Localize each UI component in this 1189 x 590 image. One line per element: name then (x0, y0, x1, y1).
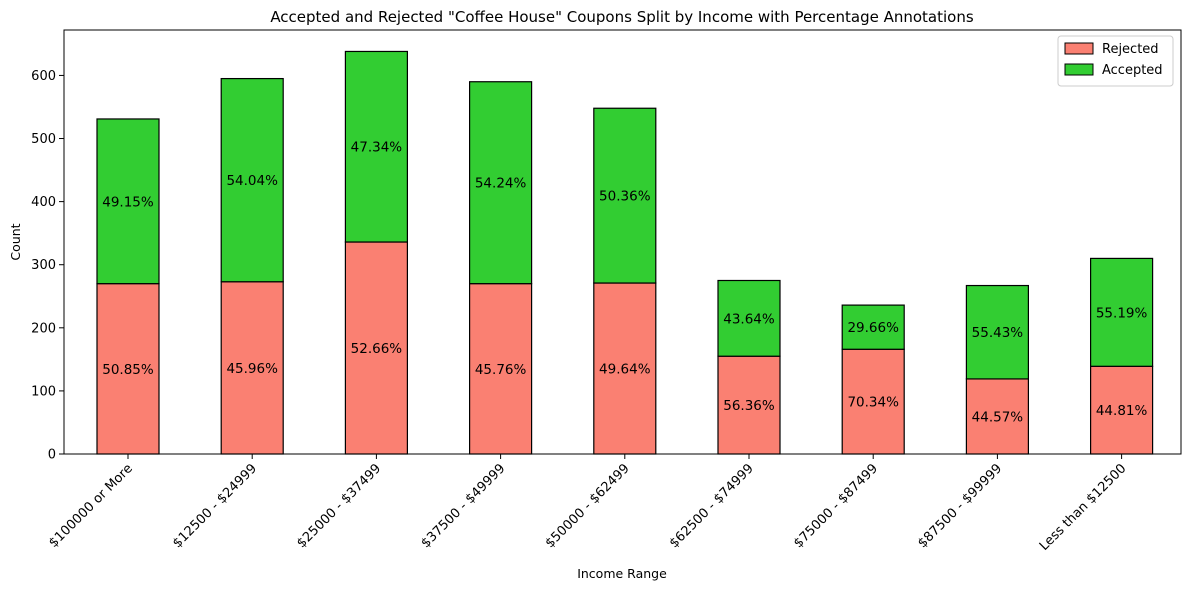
bar-label-rejected-0: 50.85% (102, 362, 154, 378)
bar-accepted-8 (1089, 257, 1154, 367)
bar-rejected-8 (1089, 365, 1154, 455)
bar-label-rejected-8: 44.81% (1096, 403, 1148, 419)
y-tick-label-5: 500 (31, 132, 56, 147)
bar-label-accepted-7: 55.43% (972, 325, 1024, 341)
bar-label-rejected-7: 44.57% (972, 409, 1024, 425)
bar-rejected-0 (96, 283, 160, 455)
legend-swatch-rejected (1064, 42, 1094, 55)
x-tick-label-0: $100000 or More (46, 461, 136, 551)
x-tick-label-8: Less than $12500 (1037, 461, 1130, 554)
bar-accepted-5 (717, 279, 781, 357)
bar-label-rejected-2: 52.66% (351, 341, 403, 357)
bar-label-accepted-2: 47.34% (351, 140, 403, 156)
bar-rejected-2 (344, 241, 408, 455)
bar-accepted-1 (220, 77, 284, 283)
bar-label-accepted-4: 50.36% (599, 189, 651, 205)
legend-swatch-accepted (1064, 63, 1094, 76)
bar-label-rejected-5: 56.36% (723, 398, 775, 414)
bar-label-accepted-1: 54.04% (226, 173, 278, 189)
y-axis-label: Count (8, 223, 23, 260)
plot-frame (63, 29, 1182, 455)
bar-label-accepted-8: 55.19% (1096, 305, 1148, 321)
bar-label-rejected-1: 45.96% (226, 361, 278, 377)
x-tick-label-3: $37500 - $49999 (418, 461, 508, 551)
bar-label-rejected-4: 49.64% (599, 362, 651, 378)
bar-accepted-0 (96, 118, 160, 285)
bar-rejected-5 (717, 355, 781, 455)
bar-label-rejected-6: 70.34% (847, 395, 899, 411)
y-tick-label-6: 600 (31, 69, 56, 84)
x-tick-label-7: $87500 - $99999 (915, 461, 1005, 551)
y-tick-label-0: 0 (48, 448, 56, 463)
x-tick-label-2: $25000 - $37499 (294, 461, 384, 551)
bar-accepted-7 (965, 284, 1030, 380)
bar-label-rejected-3: 45.76% (475, 362, 527, 378)
y-tick-label-1: 100 (31, 384, 56, 399)
x-tick-label-4: $50000 - $62499 (543, 461, 633, 551)
bar-label-accepted-6: 29.66% (847, 320, 899, 336)
bar-label-accepted-3: 54.24% (475, 176, 527, 192)
chart-title: Accepted and Rejected "Coffee House" Cou… (270, 8, 974, 26)
bar-accepted-4 (593, 107, 657, 284)
y-tick-label-3: 300 (31, 258, 56, 273)
legend-label-rejected: Rejected (1102, 42, 1159, 57)
y-tick-label-4: 400 (31, 195, 56, 210)
x-tick-label-1: $12500 - $24999 (170, 461, 260, 551)
x-axis: $100000 or More $12500 - $24999 $25000 - $… (46, 454, 1129, 554)
bar-label-accepted-5: 43.64% (723, 311, 775, 327)
bar-accepted-6 (841, 304, 905, 350)
plot-area: 50.85% 49.15% 45.96% 54.04% 52.66% 47.34% 45.7… (96, 50, 1154, 455)
y-tick-label-2: 200 (31, 321, 56, 336)
y-axis: 0 100 200 300 400 500 600 (31, 69, 64, 463)
bar-label-accepted-0: 49.15% (102, 194, 154, 210)
x-tick-label-6: $75000 - $87499 (791, 461, 881, 551)
bar-accepted-3 (469, 81, 533, 285)
legend-label-accepted: Accepted (1102, 63, 1163, 78)
x-tick-label-5: $62500 - $74999 (667, 461, 757, 551)
legend: Rejected Accepted (1057, 35, 1174, 87)
bar-accepted-2 (344, 50, 408, 243)
x-axis-label: Income Range (577, 566, 667, 581)
